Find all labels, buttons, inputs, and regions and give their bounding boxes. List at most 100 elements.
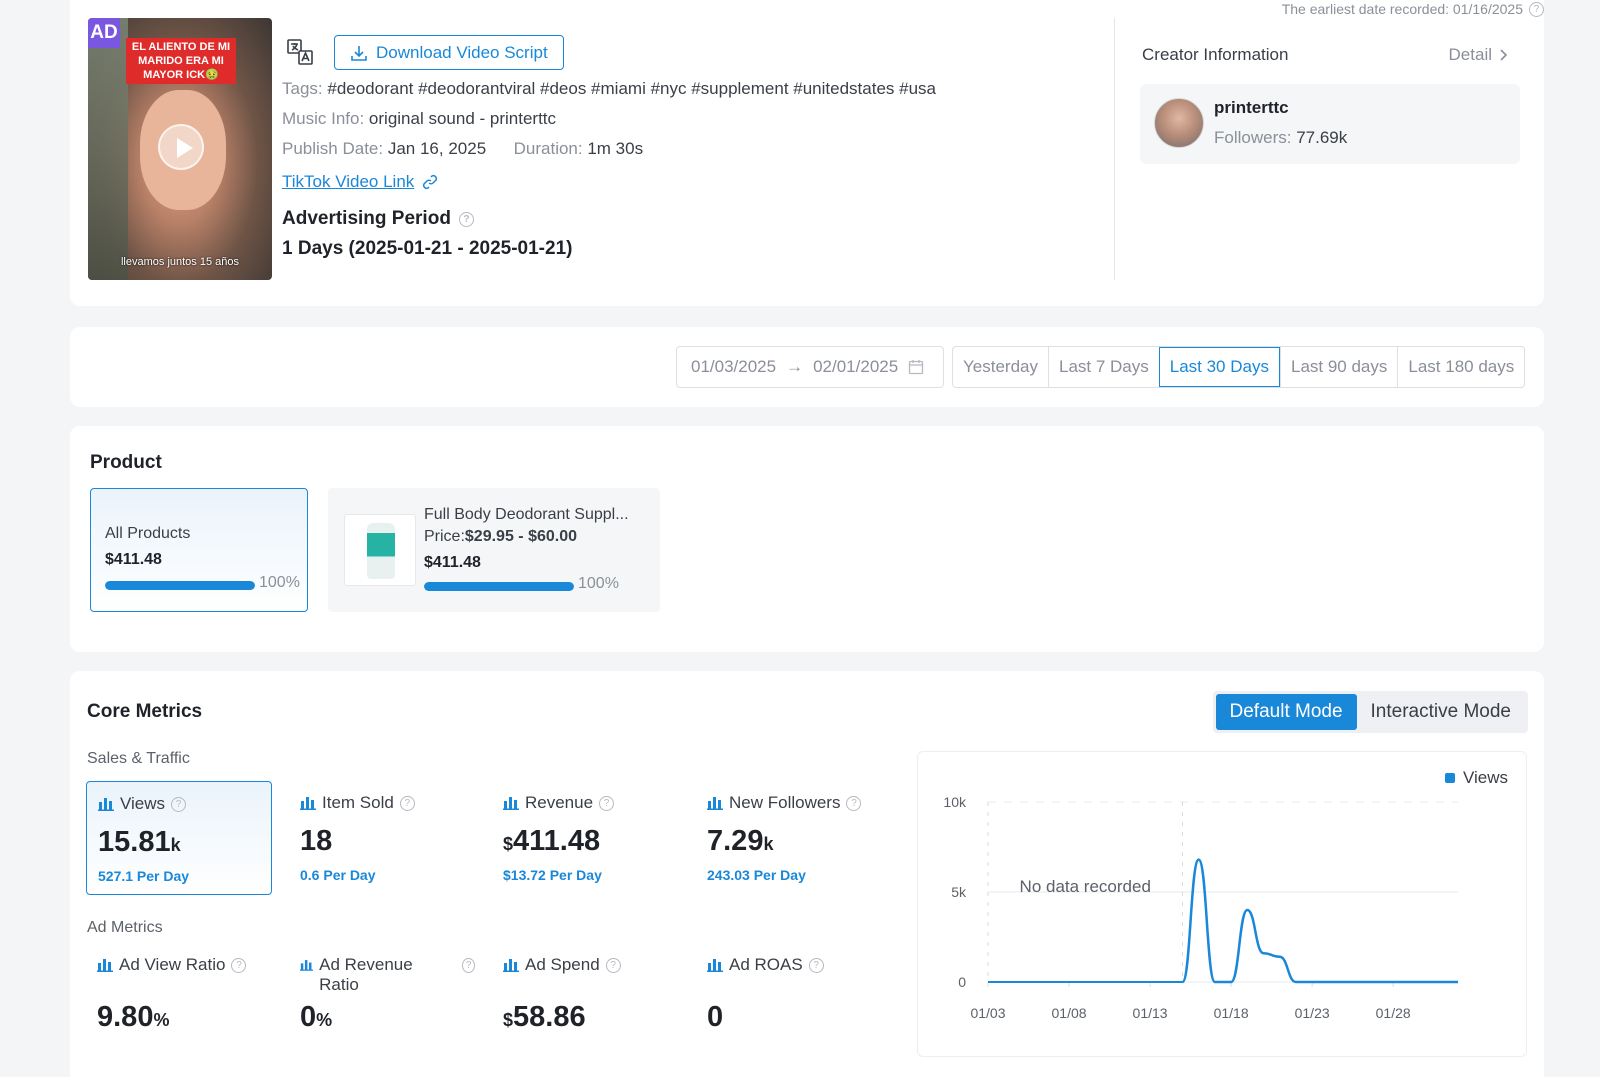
metric-label: Item Sold <box>322 793 394 812</box>
detail-label: Detail <box>1448 45 1492 64</box>
metric-ad-view-ratio[interactable]: Ad View Ratio? 9.80% <box>86 943 272 1057</box>
metric-new-followers[interactable]: New Followers? 7.29k 243.03 Per Day <box>696 781 882 895</box>
y-tick-label: 0 <box>958 974 966 990</box>
help-icon[interactable]: ? <box>231 958 247 973</box>
mode-toggle: Default Mode Interactive Mode <box>1212 691 1528 733</box>
translate-icon[interactable] <box>286 38 314 66</box>
music-line: Music Info: original sound - printerttc <box>282 109 556 129</box>
help-icon[interactable]: ? <box>808 958 824 973</box>
metric-number: 58.86 <box>513 1001 586 1033</box>
legend-swatch <box>1444 773 1455 783</box>
metric-header: Ad Spend? <box>503 955 621 975</box>
preset-last-90-days[interactable]: Last 90 days <box>1279 347 1397 387</box>
video-info-card: The earliest date recorded: 01/16/2025 ?… <box>70 0 1544 306</box>
preset-last-180-days[interactable]: Last 180 days <box>1397 347 1524 387</box>
ad-badge: AD <box>88 18 120 48</box>
product-image <box>344 514 416 586</box>
followers-value: 77.69k <box>1296 128 1348 147</box>
x-tick-label: 01/08 <box>1052 1005 1087 1021</box>
chart-legend[interactable]: Views <box>1444 768 1508 788</box>
date-end: 02/01/2025 <box>813 357 899 376</box>
metric-prefix: $ <box>503 834 514 854</box>
date-preset-group: Yesterday Last 7 Days Last 30 Days Last … <box>952 346 1526 388</box>
video-thumbnail[interactable]: AD EL ALIENTO DE MI MARIDO ERA MI MAYOR … <box>88 18 272 280</box>
help-icon[interactable]: ? <box>458 211 474 227</box>
metric-value: $411.48 <box>503 825 600 858</box>
all-products-bar-fill <box>105 581 255 590</box>
date-start: 01/03/2025 <box>691 357 777 376</box>
metric-views[interactable]: Views? 15.81k 527.1 Per Day <box>86 781 272 895</box>
metric-value: 0 <box>707 1001 723 1034</box>
divider <box>1114 18 1115 280</box>
product-bottle <box>367 523 395 579</box>
music-label: Music Info: <box>282 109 369 128</box>
earliest-date-text: The earliest date recorded: 01/16/2025 <box>1281 1 1523 17</box>
metric-label: Ad Revenue Ratio <box>319 955 413 994</box>
metric-per-day: 0.6 Per Day <box>300 867 376 883</box>
tags-value: #deodorant #deodorantviral #deos #miami … <box>327 79 936 98</box>
ad-metrics-label: Ad Metrics <box>87 919 163 936</box>
metric-revenue[interactable]: Revenue? $411.48 $13.72 Per Day <box>492 781 678 895</box>
metric-per-day: 527.1 Per Day <box>98 868 190 884</box>
product-tile[interactable]: Full Body Deodorant Suppl... Price:$29.9… <box>328 488 660 612</box>
bar-chart-icon <box>300 797 316 810</box>
sales-traffic-label: Sales & Traffic <box>87 750 190 767</box>
default-mode-button[interactable]: Default Mode <box>1215 694 1357 730</box>
preset-yesterday[interactable]: Yesterday <box>963 357 1038 376</box>
metric-value: 0% <box>300 1001 332 1034</box>
help-icon[interactable]: ? <box>171 797 187 812</box>
x-tick-label: 01/23 <box>1295 1005 1330 1021</box>
tiktok-video-link[interactable]: TikTok Video Link <box>282 172 438 192</box>
product-value: $411.48 <box>424 554 481 571</box>
metric-value: 7.29k <box>707 825 773 858</box>
download-icon <box>350 44 368 62</box>
metric-label: Ad ROAS <box>729 955 803 974</box>
metric-header: Ad View Ratio? <box>97 955 247 975</box>
metric-value: 18 <box>300 825 332 858</box>
core-metrics-title: Core Metrics <box>87 701 203 722</box>
product-bar-fill <box>424 582 574 591</box>
interactive-mode-button[interactable]: Interactive Mode <box>1370 701 1511 722</box>
metric-number: 0 <box>707 1001 724 1033</box>
all-products-tile[interactable]: All Products $411.48 100% <box>90 488 308 612</box>
bar-chart-icon <box>300 960 314 971</box>
metric-header: Ad Revenue Ratio? <box>300 955 475 995</box>
play-icon[interactable] <box>158 124 204 170</box>
help-icon[interactable]: ? <box>846 796 862 811</box>
metric-suffix: % <box>316 1010 333 1030</box>
creator-card[interactable]: printerttc Followers: 77.69k <box>1140 84 1520 164</box>
download-label: Download Video Script <box>376 42 548 62</box>
advertising-period-value: 1 Days (2025-01-21 - 2025-01-21) <box>282 238 573 259</box>
views-chart: Views 0 5k 10k No data recorded 01/03 01/08 01… <box>917 751 1527 1057</box>
preset-last-30-days[interactable]: Last 30 Days <box>1158 347 1280 387</box>
creator-detail-link[interactable]: Detail <box>1449 45 1508 65</box>
metric-per-day: 243.03 Per Day <box>707 867 806 883</box>
preset-last-7-days[interactable]: Last 7 Days <box>1047 347 1159 387</box>
followers-label: Followers: <box>1214 128 1297 147</box>
help-icon[interactable]: ? <box>605 958 621 973</box>
metric-value: 9.80% <box>97 1001 169 1034</box>
help-icon[interactable]: ? <box>1529 1 1544 17</box>
x-tick-label: 01/13 <box>1133 1005 1168 1021</box>
metric-header: Ad ROAS? <box>707 955 824 975</box>
date-range-picker[interactable]: 01/03/2025 → 02/01/2025 <box>676 346 944 388</box>
bar-chart-icon <box>707 959 723 972</box>
link-icon <box>422 174 438 190</box>
metric-number: 15.81 <box>98 826 171 858</box>
metric-label: Ad View Ratio <box>119 955 226 974</box>
help-icon[interactable]: ? <box>462 958 475 973</box>
creator-followers: Followers: 77.69k <box>1214 128 1347 148</box>
y-tick-label: 5k <box>951 884 967 900</box>
help-icon[interactable]: ? <box>399 796 415 811</box>
download-video-script-button[interactable]: Download Video Script <box>334 35 564 70</box>
metric-ad-roas[interactable]: Ad ROAS? 0 <box>696 943 882 1057</box>
help-icon[interactable]: ? <box>599 796 615 811</box>
advertising-period-title: Advertising Period ? <box>282 208 474 230</box>
metric-number: 9.80 <box>97 1001 154 1033</box>
metric-ad-revenue-ratio[interactable]: Ad Revenue Ratio? 0% <box>289 943 475 1057</box>
metric-item-sold[interactable]: Item Sold? 18 0.6 Per Day <box>289 781 475 895</box>
metric-value: 15.81k <box>98 826 181 859</box>
x-tick-label: 01/18 <box>1214 1005 1249 1021</box>
metric-ad-spend[interactable]: Ad Spend? $58.86 <box>492 943 678 1057</box>
product-card: Product All Products $411.48 100% Full B… <box>70 426 1544 652</box>
